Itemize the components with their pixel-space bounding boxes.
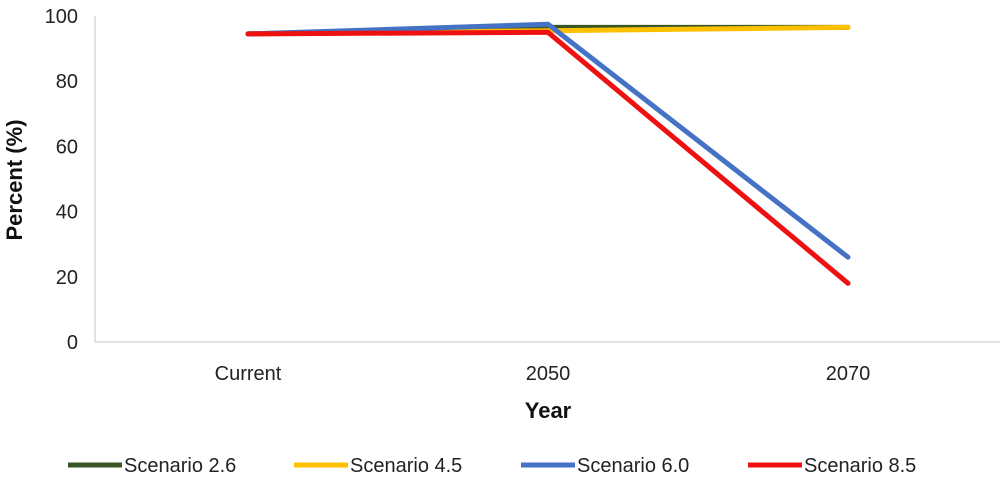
legend-label: Scenario 4.5 xyxy=(350,455,462,477)
legend-label: Scenario 2.6 xyxy=(124,455,236,477)
y-tick-label: 80 xyxy=(56,71,78,93)
y-tick-label: 100 xyxy=(45,6,78,28)
y-tick-label: 40 xyxy=(56,202,78,224)
series-line-4 xyxy=(245,29,851,286)
series-lines xyxy=(245,21,851,286)
legend: Scenario 2.6 Scenario 4.5 Scenario 6.0 Scen… xyxy=(68,455,916,477)
y-tick-label: 60 xyxy=(56,136,78,158)
series-line-3 xyxy=(245,21,851,260)
y-tick-labels: 0 20 40 60 80 100 xyxy=(45,6,78,354)
legend-label: Scenario 6.0 xyxy=(577,455,689,477)
x-tick-label: 2070 xyxy=(826,363,871,385)
y-tick-label: 0 xyxy=(67,332,78,354)
y-axis-title: Percent (%) xyxy=(2,119,27,240)
x-tick-label: 2050 xyxy=(526,363,571,385)
x-tick-label: Current xyxy=(215,363,282,385)
y-tick-label: 20 xyxy=(56,267,78,289)
x-axis-title: Year xyxy=(525,398,572,423)
legend-label: Scenario 8.5 xyxy=(804,455,916,477)
x-tick-labels: Current 2050 2070 xyxy=(215,363,871,385)
